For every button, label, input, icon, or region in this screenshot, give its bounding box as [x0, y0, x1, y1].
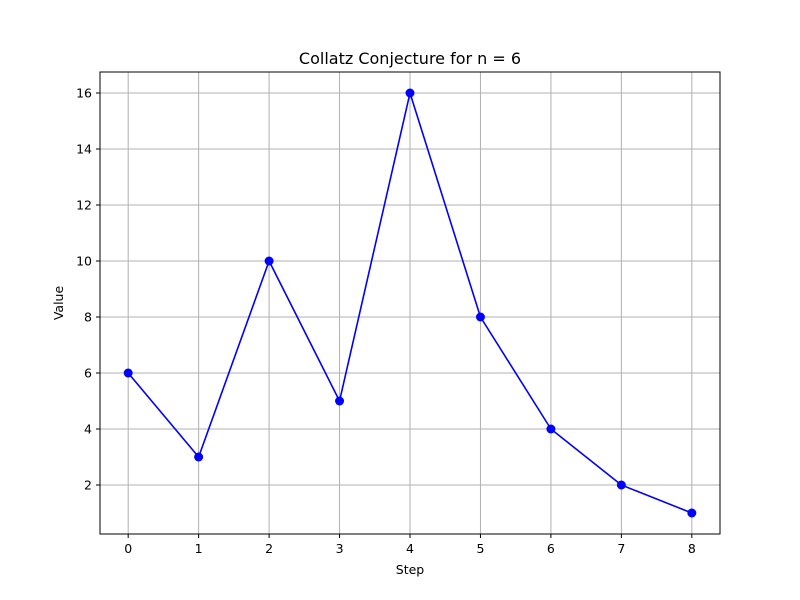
data-point-marker [616, 480, 626, 490]
chart-title: Collatz Conjecture for n = 6 [299, 49, 521, 68]
y-axis-label: Value [51, 286, 66, 321]
y-tick-label: 12 [76, 198, 92, 213]
data-point-marker [335, 396, 345, 406]
x-tick-label: 0 [124, 541, 132, 556]
series-line-group [123, 88, 697, 518]
y-gridlines [100, 92, 720, 486]
data-point-marker [405, 88, 415, 98]
data-point-marker [687, 508, 697, 518]
y-tick-label: 4 [84, 422, 92, 437]
data-point-marker [123, 368, 133, 378]
x-tick-label: 8 [688, 541, 696, 556]
data-point-marker [475, 312, 485, 322]
x-tick-label: 1 [195, 541, 203, 556]
x-tick-label: 7 [617, 541, 625, 556]
y-tick-label: 10 [76, 254, 92, 269]
y-tick-label: 6 [84, 366, 92, 381]
x-tick-label: 5 [476, 541, 484, 556]
x-tick-label: 2 [265, 541, 273, 556]
y-axis-ticks: 2 4 6 8 10 12 14 16 [76, 86, 100, 493]
x-tick-label: 6 [547, 541, 555, 556]
y-tick-label: 14 [76, 142, 92, 157]
x-axis-ticks: 0 1 2 3 4 5 6 7 8 [124, 534, 696, 556]
x-axis-label: Step [396, 562, 425, 577]
x-tick-label: 3 [336, 541, 344, 556]
data-point-marker [194, 452, 204, 462]
y-tick-label: 16 [76, 86, 92, 101]
x-tick-label: 4 [406, 541, 414, 556]
y-tick-label: 8 [84, 310, 92, 325]
data-point-marker [264, 256, 274, 266]
data-point-marker [546, 424, 556, 434]
y-tick-label: 2 [84, 478, 92, 493]
